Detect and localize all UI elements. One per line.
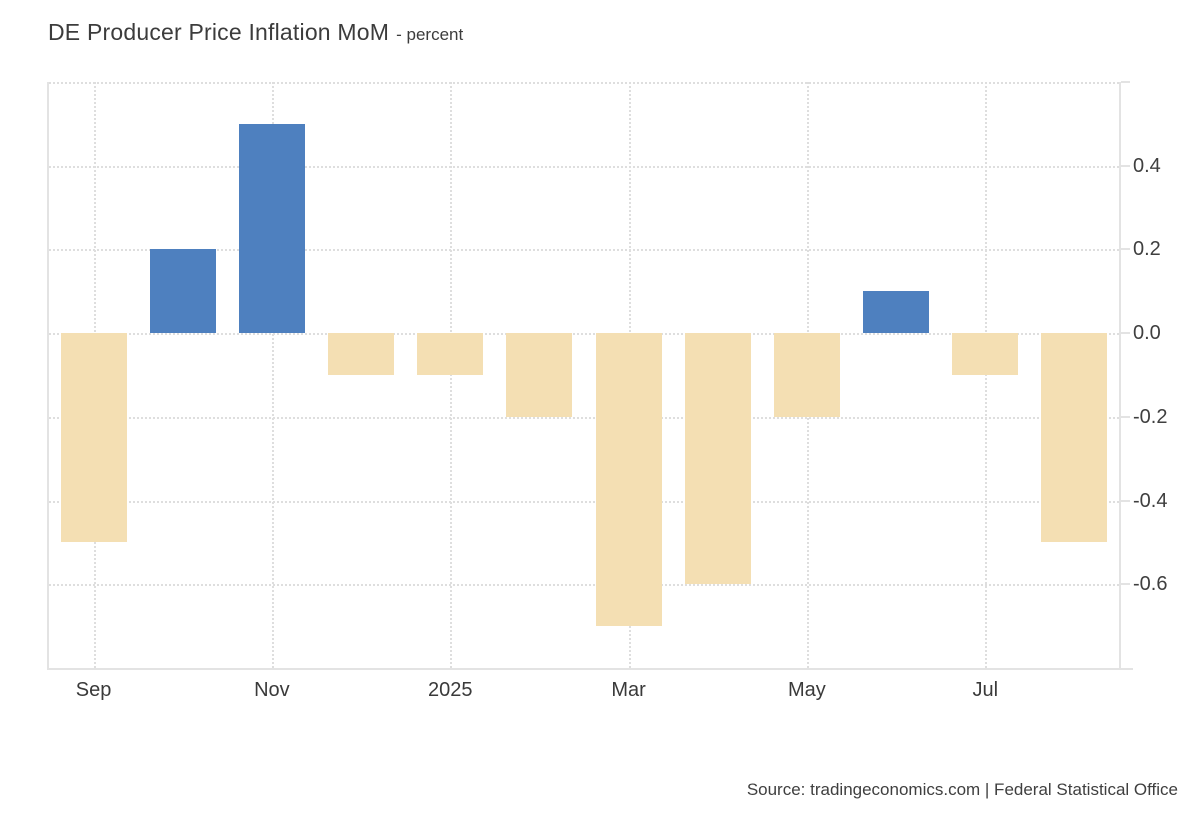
x-axis-label-sep: Sep	[75, 679, 112, 701]
x-axis-label-jul: Jul	[972, 679, 999, 701]
y-axis-tick	[1121, 164, 1130, 167]
x-axis-label-nov: Nov	[254, 679, 290, 701]
y-axis-label: -0.2	[1133, 405, 1168, 428]
h-gridline	[49, 333, 1119, 336]
h-gridline	[49, 584, 1119, 587]
y-axis-label: 0.2	[1133, 238, 1161, 261]
chart-title: DE Producer Price Inflation MoM	[48, 19, 390, 45]
h-gridline	[49, 82, 1119, 84]
v-gridline	[450, 82, 453, 668]
y-axis-label: 0.4	[1133, 154, 1161, 177]
y-axis-label: -0.6	[1133, 573, 1168, 596]
bar-sep-2024[interactable]	[60, 333, 127, 543]
h-gridline	[49, 416, 1119, 419]
bar-may-2025[interactable]	[773, 333, 840, 417]
right-axis-line	[1119, 82, 1121, 670]
bar-jul-2025[interactable]	[952, 333, 1019, 375]
bar-jan-2025[interactable]	[417, 333, 484, 375]
bar-apr-2025[interactable]	[684, 333, 751, 585]
y-axis-tick	[1121, 81, 1130, 83]
left-axis-line	[47, 82, 49, 670]
plot-area: 0.4 0.2 0.0 -0.2 -0.4 -0.6 Sep Nov 2025 Mar May Jul	[47, 81, 1167, 701]
bar-oct-2024[interactable]	[149, 249, 216, 334]
bar-feb-2025[interactable]	[506, 333, 573, 417]
v-gridline	[985, 82, 988, 668]
chart-subtitle: - percent	[396, 25, 464, 44]
chart-header: DE Producer Price Inflation MoM - percent	[48, 19, 463, 46]
v-gridline	[271, 82, 274, 668]
y-axis-label: 0.0	[1133, 322, 1161, 345]
bar-aug-2025[interactable]	[1041, 333, 1108, 543]
h-gridline	[49, 249, 1119, 252]
y-axis-tick	[1121, 332, 1130, 335]
y-axis-label: -0.4	[1133, 489, 1168, 512]
bar-nov-2024[interactable]	[238, 123, 305, 334]
y-axis-tick	[1121, 583, 1130, 586]
h-gridline	[49, 165, 1119, 168]
bar-dec-2024[interactable]	[328, 333, 395, 375]
x-axis-label-may: May	[788, 679, 826, 701]
y-axis-tick	[1121, 248, 1130, 251]
x-axis-label-mar: Mar	[611, 679, 646, 701]
h-gridline	[49, 500, 1119, 503]
bar-jun-2025[interactable]	[863, 291, 930, 334]
y-axis-tick	[1121, 499, 1130, 502]
x-axis-label-2025: 2025	[428, 679, 473, 701]
y-axis-tick	[1121, 415, 1130, 418]
bottom-axis-line	[47, 668, 1133, 670]
source-attribution: Source: tradingeconomics.com | Federal S…	[746, 780, 1178, 799]
bar-mar-2025[interactable]	[595, 333, 662, 627]
